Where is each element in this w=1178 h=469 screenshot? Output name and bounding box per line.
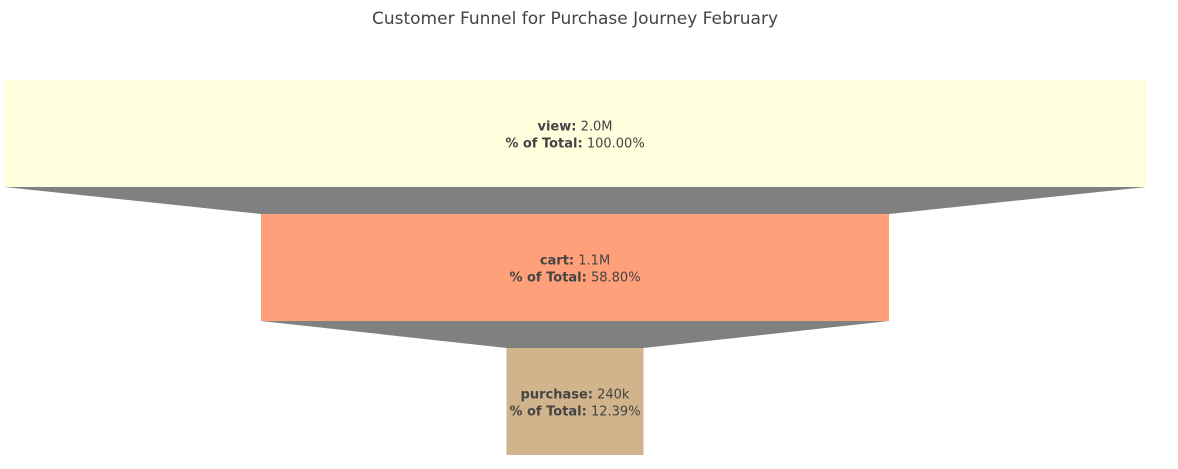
stage-percent-label-view: % of Total: 100.00% bbox=[505, 137, 644, 152]
stage-value-label-view: view: 2.0M bbox=[538, 120, 613, 135]
funnel-connector-view bbox=[4, 187, 1146, 214]
funnel-connector-cart bbox=[260, 321, 890, 348]
stage-value-label-cart: cart: 1.1M bbox=[540, 254, 610, 269]
chart-title: Customer Funnel for Purchase Journey Feb… bbox=[372, 9, 778, 29]
funnel-bar-view bbox=[4, 80, 1146, 187]
funnel-bar-purchase bbox=[506, 348, 644, 455]
funnel-bar-cart bbox=[260, 214, 890, 321]
funnel-labels: view: 2.0M % of Total: 100.00% cart: 1.1M%… bbox=[505, 120, 644, 420]
stage-percent-label-purchase: % of Total: 12.39% bbox=[509, 405, 640, 420]
funnel-connectors bbox=[4, 187, 1146, 348]
funnel-bars bbox=[4, 80, 1146, 455]
stage-percent-label-cart: % of Total: 58.80% bbox=[509, 271, 640, 286]
stage-value-label-purchase: purchase: 240k bbox=[521, 388, 630, 403]
